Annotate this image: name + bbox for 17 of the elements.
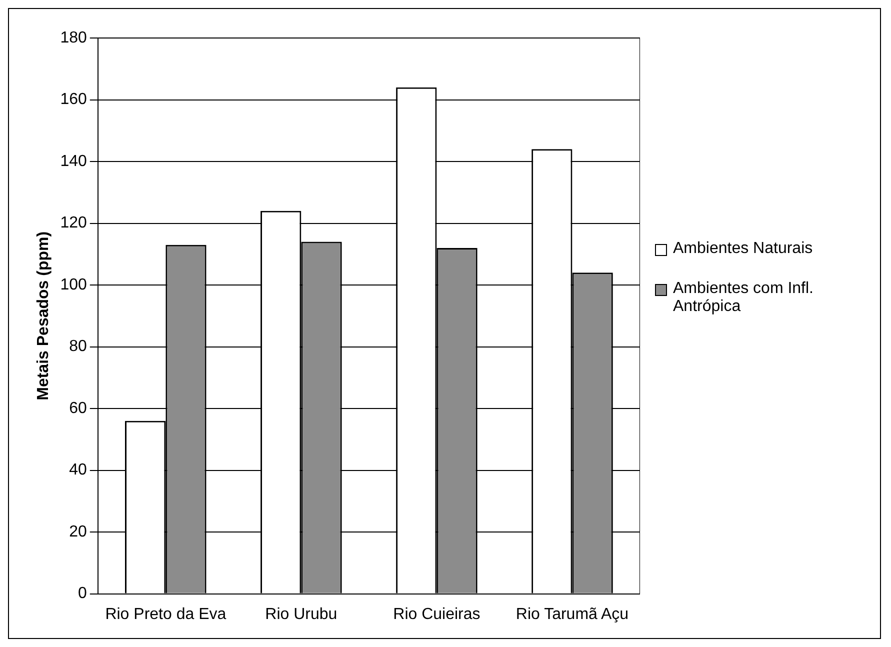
y-tick-label: 40 [69, 462, 87, 479]
y-tick-label: 160 [60, 91, 87, 108]
y-tick-label: 140 [60, 152, 87, 170]
y-axis-title: Metais Pesados (ppm) [35, 231, 52, 400]
x-tick-label: Rio Cuieiras [393, 606, 480, 623]
x-tick-label: Rio Preto da Eva [105, 606, 226, 623]
text: Ambientes Naturais [673, 240, 813, 258]
x-tick-label: Rio Tarumã Açu [516, 606, 629, 623]
y-tick-label: 180 [60, 29, 87, 46]
x-tick-label: Rio Urubu [265, 606, 338, 623]
y-tick-label: 100 [60, 276, 87, 294]
y-tick-label: 80 [69, 338, 87, 356]
legend-label: Ambientes com Infl. Antrópica [673, 280, 814, 316]
y-tick-label: 0 [78, 585, 87, 602]
y-tick-label: 20 [69, 523, 87, 540]
y-tick-label: 120 [60, 214, 87, 232]
y-tick-label: 60 [69, 400, 87, 417]
